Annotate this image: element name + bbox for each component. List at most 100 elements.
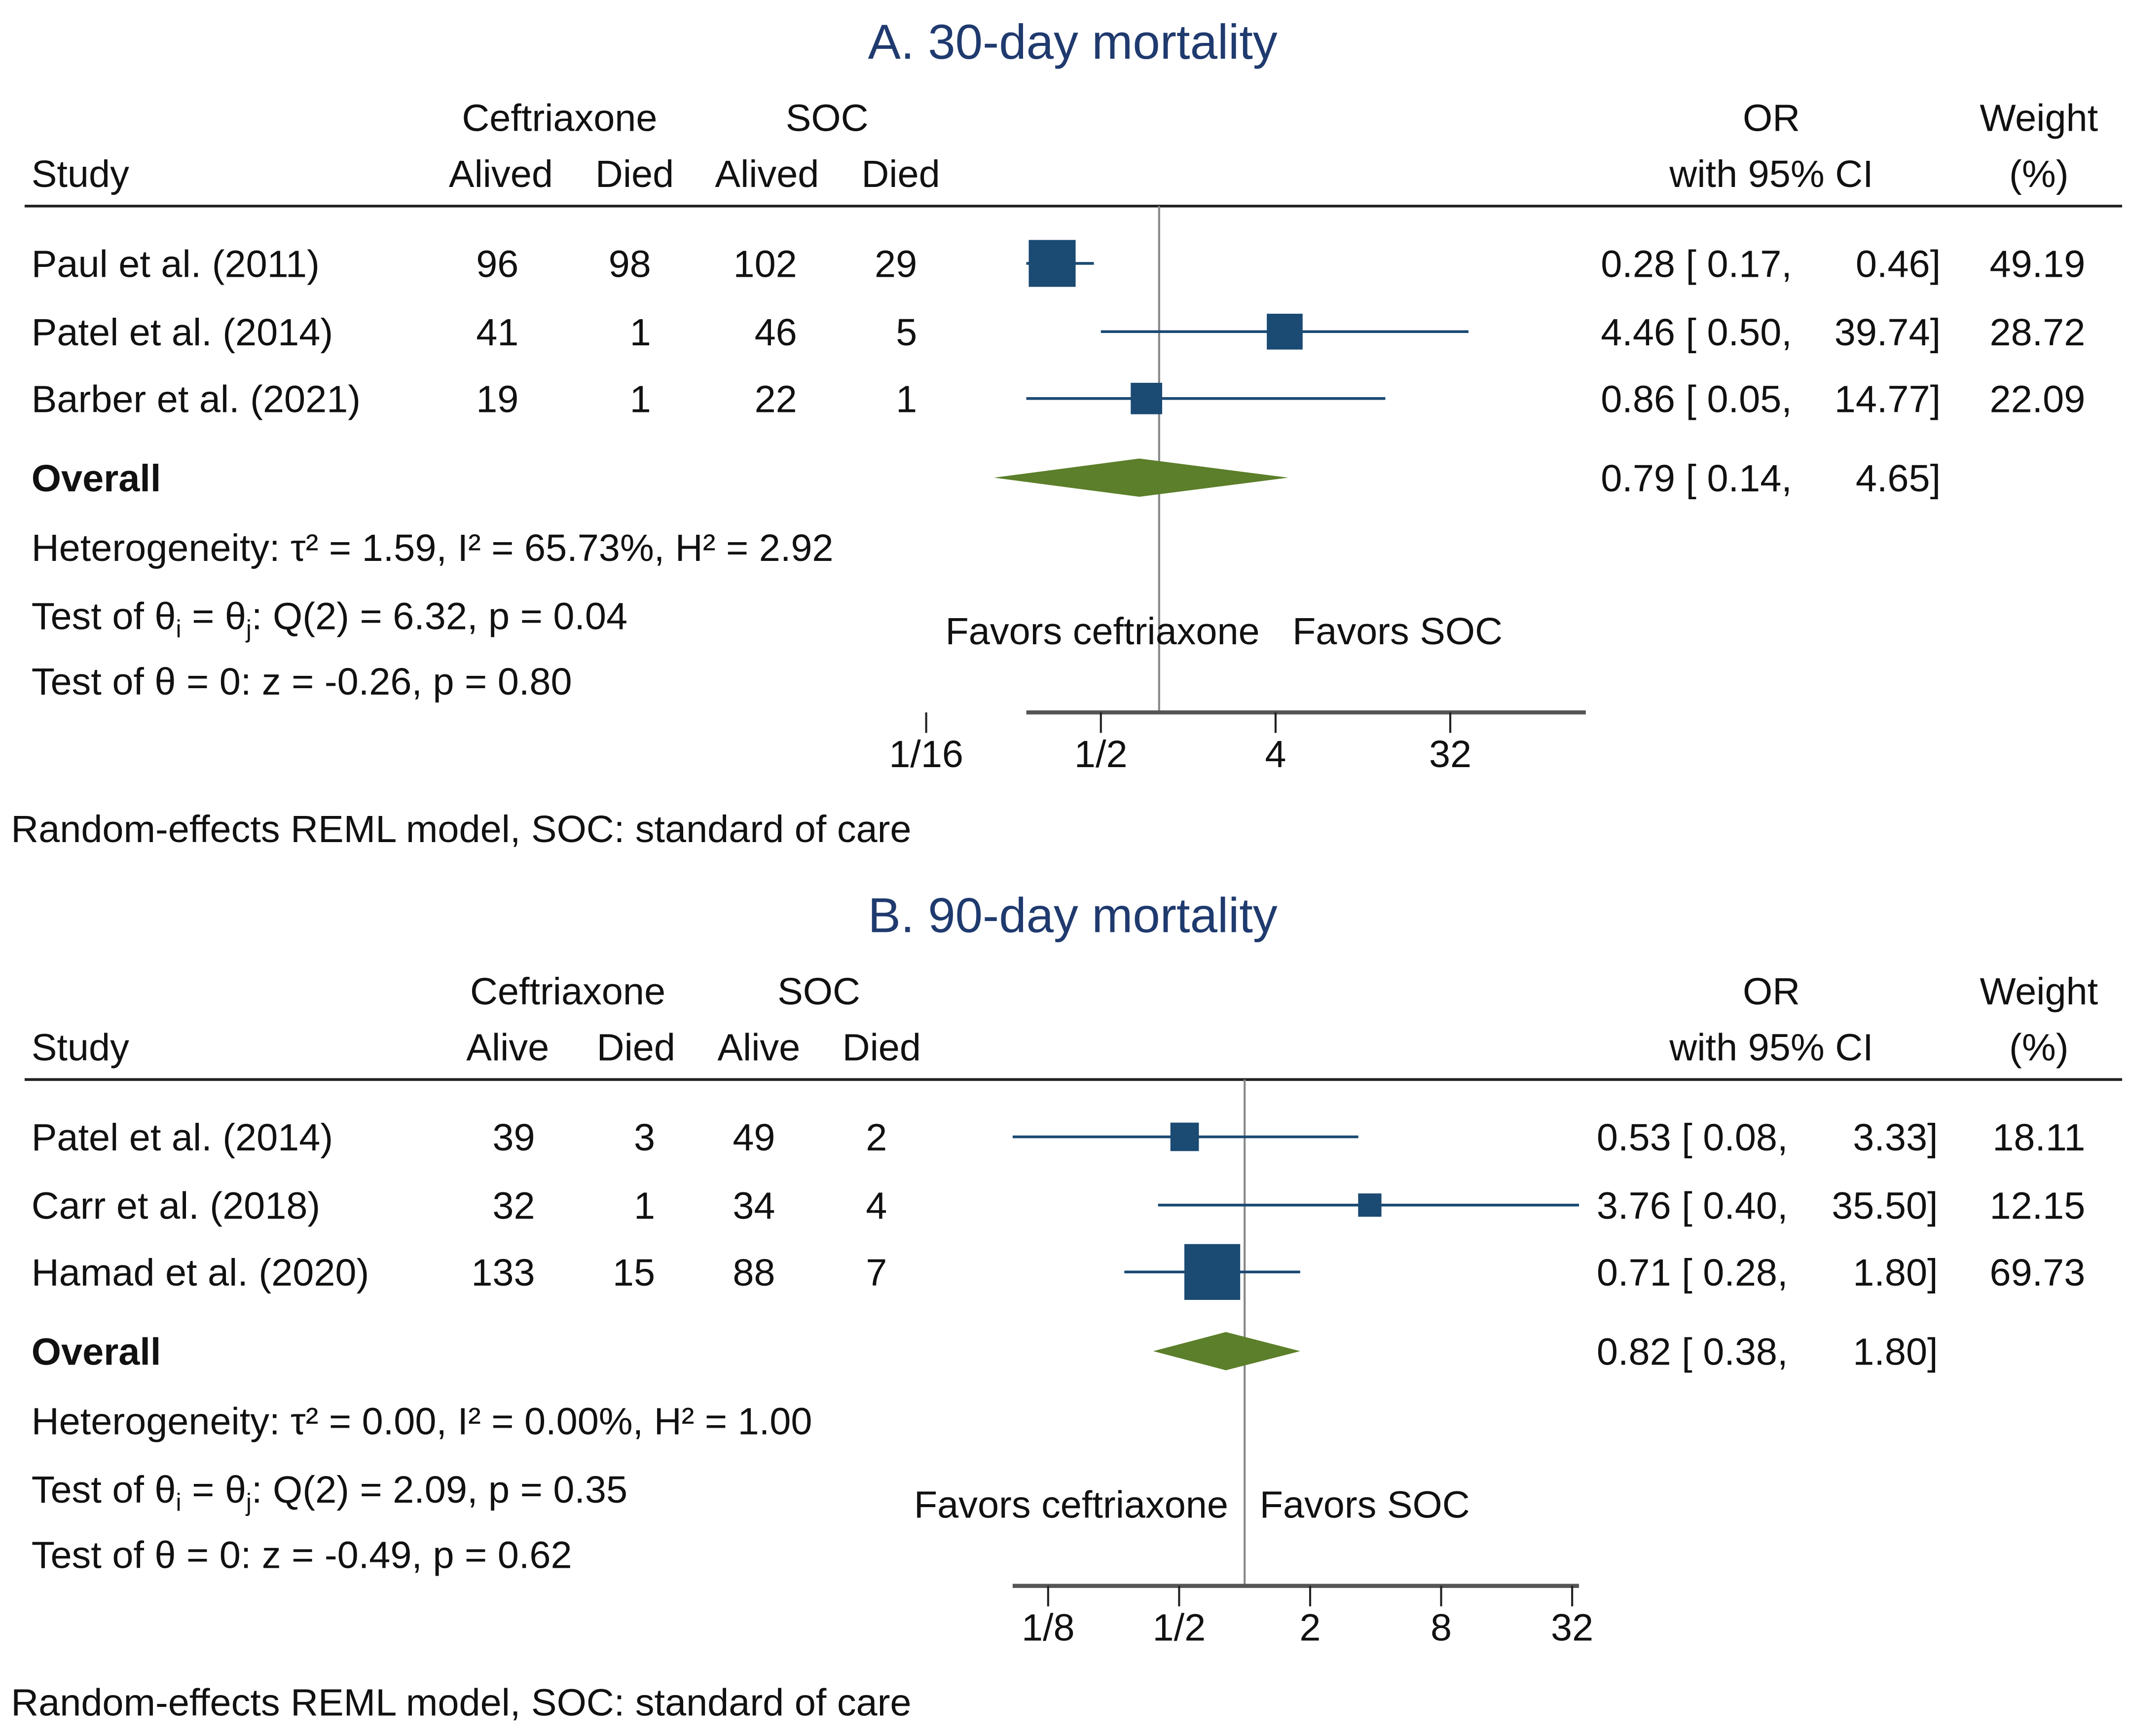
panel-b: B. 90-day mortality Ceftriaxone SOC OR Weigh… — [11, 888, 2123, 1724]
ci-upper-text: 39.74] — [1835, 311, 1941, 354]
overall-diamond — [993, 458, 1288, 497]
test-q-sub-j: j — [245, 1489, 252, 1516]
test-q-text: Test of θi = θj: Q(2) = 2.09, p = 0.35 — [32, 1469, 627, 1516]
x-tick-label: 8 — [1431, 1606, 1452, 1649]
weight-text: 18.11 — [1992, 1116, 2085, 1159]
ci-upper-text: 1.80] — [1853, 1252, 1938, 1294]
header-ceftriaxone: Ceftriaxone — [470, 970, 665, 1013]
overall-diamond — [1153, 1332, 1300, 1370]
or-ci-text: 4.46 [ 0.50, — [1601, 311, 1792, 354]
or-ci-text: 0.28 [ 0.17, — [1601, 243, 1792, 286]
x-tick-label: 2 — [1299, 1606, 1321, 1649]
study-name: Barber et al. (2021) — [32, 378, 361, 420]
panel-title: A. 30-day mortality — [868, 15, 1278, 70]
header-s-died: Died — [843, 1027, 921, 1069]
study-name: Paul et al. (2011) — [32, 243, 320, 286]
or-ci-text: 0.86 [ 0.05, — [1601, 378, 1792, 420]
cell-c-died: 1 — [630, 378, 651, 420]
cell-c-alive: 41 — [476, 311, 518, 354]
header-weight-unit: (%) — [2009, 1027, 2068, 1069]
study-estimate-box — [1267, 313, 1303, 350]
header-s-alive: Alived — [715, 153, 819, 195]
x-tick-label: 4 — [1265, 733, 1286, 776]
cell-c-died: 98 — [609, 243, 651, 286]
header-study: Study — [32, 1027, 129, 1069]
heterogeneity-text: Heterogeneity: τ² = 1.59, I² = 65.73%, H… — [32, 527, 834, 569]
ci-upper-text: 35.50] — [1832, 1184, 1938, 1227]
overall-label: Overall — [32, 457, 161, 500]
study-name: Hamad et al. (2020) — [32, 1252, 369, 1294]
cell-s-died: 2 — [866, 1116, 887, 1159]
header-study: Study — [32, 153, 129, 195]
overall-ci-upper-text: 4.65] — [1856, 457, 1941, 500]
header-c-alive: Alive — [466, 1027, 549, 1069]
x-tick-label: 1/2 — [1074, 733, 1128, 776]
panel-a: A. 30-day mortality Ceftriaxone SOC OR Weigh… — [11, 15, 2123, 850]
or-ci-text: 3.76 [ 0.40, — [1597, 1184, 1788, 1227]
test-q-mid: = θ — [182, 1469, 246, 1511]
favors-right-label: Favors SOC — [1260, 1483, 1470, 1526]
header-ceftriaxone: Ceftriaxone — [462, 97, 657, 140]
header-ci: with 95% CI — [1669, 153, 1873, 195]
cell-s-alive: 34 — [733, 1184, 775, 1227]
favors-left-label: Favors ceftriaxone — [914, 1483, 1228, 1526]
cell-s-alive: 22 — [755, 378, 797, 420]
test-q-pre: Test of θ — [32, 1469, 176, 1511]
cell-s-alive: 102 — [734, 243, 797, 286]
heterogeneity-text: Heterogeneity: τ² = 0.00, I² = 0.00%, H²… — [32, 1401, 812, 1443]
cell-s-died: 5 — [896, 311, 917, 354]
header-ci: with 95% CI — [1669, 1027, 1873, 1069]
header-s-died: Died — [861, 153, 940, 195]
cell-s-died: 7 — [866, 1252, 887, 1294]
test-z-text: Test of θ = 0: z = -0.49, p = 0.62 — [32, 1534, 572, 1577]
x-tick-label: 32 — [1429, 733, 1471, 776]
study-estimate-box — [1131, 382, 1162, 414]
weight-text: 22.09 — [1990, 378, 2086, 420]
footnote: Random-effects REML model, SOC: standard… — [11, 1682, 911, 1724]
header-weight: Weight — [1980, 97, 2098, 140]
cell-s-alive: 46 — [755, 311, 797, 354]
weight-text: 28.72 — [1990, 311, 2086, 354]
cell-c-alive: 32 — [492, 1184, 535, 1227]
x-tick-label: 1/2 — [1153, 1606, 1206, 1649]
test-q-sub-j: j — [245, 615, 252, 643]
test-q-post: : Q(2) = 6.32, p = 0.04 — [252, 595, 627, 637]
test-q-sub-i: i — [176, 615, 182, 643]
test-q-pre: Test of θ — [32, 595, 176, 637]
header-c-alive: Alived — [449, 153, 553, 195]
favors-left-label: Favors ceftriaxone — [946, 610, 1260, 653]
cell-s-died: 1 — [896, 378, 917, 420]
cell-c-died: 1 — [630, 311, 651, 354]
cell-c-died: 15 — [613, 1252, 655, 1294]
header-c-died: Died — [597, 1027, 675, 1069]
ci-upper-text: 3.33] — [1853, 1116, 1938, 1159]
study-name: Carr et al. (2018) — [32, 1184, 320, 1227]
study-name: Patel et al. (2014) — [32, 1116, 333, 1159]
footnote: Random-effects REML model, SOC: standard… — [11, 808, 911, 850]
header-or: OR — [1743, 97, 1800, 140]
overall-or-ci-text: 0.79 [ 0.14, — [1601, 457, 1792, 500]
test-q-post: : Q(2) = 2.09, p = 0.35 — [252, 1469, 627, 1511]
overall-ci-upper-text: 1.80] — [1853, 1331, 1938, 1373]
ci-upper-text: 14.77] — [1835, 378, 1941, 420]
overall-or-ci-text: 0.82 [ 0.38, — [1597, 1331, 1788, 1373]
study-estimate-box — [1028, 240, 1076, 287]
header-weight-unit: (%) — [2009, 153, 2068, 195]
x-tick-label: 1/16 — [889, 733, 963, 776]
cell-s-alive: 49 — [733, 1116, 775, 1159]
x-tick-label: 32 — [1551, 1606, 1593, 1649]
header-c-died: Died — [595, 153, 674, 195]
cell-c-alive: 19 — [476, 378, 518, 420]
weight-text: 69.73 — [1990, 1252, 2086, 1294]
header-soc: SOC — [777, 970, 860, 1013]
x-tick-label: 1/8 — [1022, 1606, 1075, 1649]
favors-right-label: Favors SOC — [1292, 610, 1503, 653]
or-ci-text: 0.53 [ 0.08, — [1597, 1116, 1788, 1159]
overall-label: Overall — [32, 1331, 161, 1373]
cell-s-died: 4 — [866, 1184, 887, 1227]
cell-c-died: 1 — [634, 1184, 655, 1227]
weight-text: 49.19 — [1990, 243, 2086, 286]
test-q-mid: = θ — [182, 595, 246, 637]
cell-s-alive: 88 — [733, 1252, 775, 1294]
